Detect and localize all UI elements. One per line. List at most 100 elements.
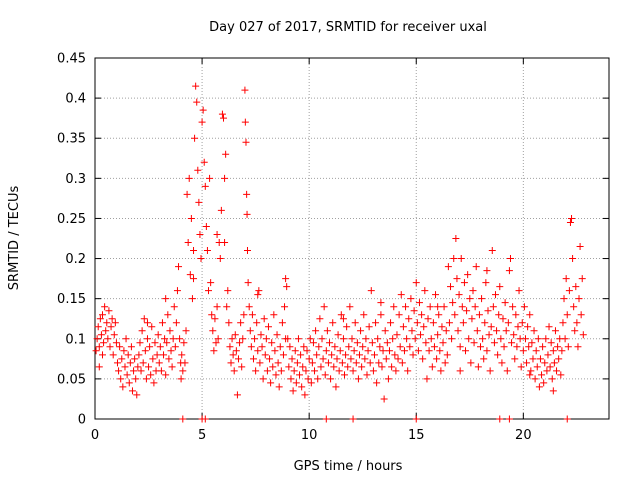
data-point bbox=[392, 367, 400, 375]
data-point bbox=[349, 367, 357, 375]
data-point bbox=[473, 327, 481, 335]
data-point bbox=[149, 355, 157, 363]
data-point bbox=[399, 323, 407, 331]
data-point bbox=[352, 359, 360, 367]
data-point bbox=[444, 263, 452, 271]
data-point bbox=[141, 347, 149, 355]
data-point bbox=[427, 335, 435, 343]
data-point bbox=[412, 279, 420, 287]
data-point bbox=[328, 351, 336, 359]
data-point bbox=[379, 347, 387, 355]
data-point bbox=[491, 291, 499, 299]
data-point bbox=[563, 311, 571, 319]
data-point bbox=[307, 379, 315, 387]
data-point bbox=[478, 295, 486, 303]
data-point bbox=[218, 110, 226, 118]
x-tick-label: 0 bbox=[91, 428, 99, 443]
data-point bbox=[232, 347, 240, 355]
data-point bbox=[190, 275, 198, 283]
data-point bbox=[564, 343, 572, 351]
data-point bbox=[192, 82, 200, 90]
data-point bbox=[398, 359, 406, 367]
data-point bbox=[408, 327, 416, 335]
data-point bbox=[404, 367, 412, 375]
data-point bbox=[124, 351, 132, 359]
data-point bbox=[364, 347, 372, 355]
data-point bbox=[123, 371, 131, 379]
data-point bbox=[95, 343, 103, 351]
data-point bbox=[211, 315, 219, 323]
data-point bbox=[206, 174, 214, 182]
data-point bbox=[286, 343, 294, 351]
data-point bbox=[375, 359, 383, 367]
data-point bbox=[167, 347, 175, 355]
data-point bbox=[380, 395, 388, 403]
data-point bbox=[154, 331, 162, 339]
data-point bbox=[216, 255, 224, 263]
data-point bbox=[488, 247, 496, 255]
data-point bbox=[138, 327, 146, 335]
data-point bbox=[397, 291, 405, 299]
data-point bbox=[503, 367, 511, 375]
data-point bbox=[243, 190, 251, 198]
data-point bbox=[102, 327, 110, 335]
data-point bbox=[509, 303, 517, 311]
data-point bbox=[521, 335, 529, 343]
data-point bbox=[422, 339, 430, 347]
data-point bbox=[524, 323, 532, 331]
data-point bbox=[361, 355, 369, 363]
data-point bbox=[156, 343, 164, 351]
data-point bbox=[190, 247, 198, 255]
data-point bbox=[254, 347, 262, 355]
data-point bbox=[496, 283, 504, 291]
data-point bbox=[302, 367, 310, 375]
data-point bbox=[182, 327, 190, 335]
data-point bbox=[213, 230, 221, 238]
data-point bbox=[449, 299, 457, 307]
data-point bbox=[103, 319, 111, 327]
data-point bbox=[493, 327, 501, 335]
data-point bbox=[459, 319, 467, 327]
data-point bbox=[462, 347, 470, 355]
data-point bbox=[573, 319, 581, 327]
data-point bbox=[161, 335, 169, 343]
axis-ticks: 0 0.05 0.1 0.15 0.2 0.25 0.3 0.35 0.4 0.45 0 5 10 15 2… bbox=[57, 52, 609, 443]
data-point bbox=[405, 315, 413, 323]
data-point bbox=[245, 303, 253, 311]
data-point bbox=[194, 166, 202, 174]
data-point bbox=[510, 331, 518, 339]
data-point bbox=[395, 311, 403, 319]
data-point bbox=[526, 311, 534, 319]
data-point bbox=[440, 303, 448, 311]
data-point bbox=[515, 287, 523, 295]
data-point bbox=[202, 222, 210, 230]
data-point bbox=[402, 303, 410, 311]
data-point bbox=[540, 379, 548, 387]
data-point bbox=[134, 363, 142, 371]
data-point bbox=[162, 371, 170, 379]
data-point bbox=[93, 335, 101, 343]
y-tick-label: 0.3 bbox=[65, 172, 86, 187]
data-point bbox=[155, 359, 163, 367]
data-point bbox=[548, 375, 556, 383]
data-point bbox=[298, 383, 306, 391]
data-point bbox=[368, 339, 376, 347]
data-point bbox=[470, 339, 478, 347]
data-point bbox=[415, 299, 423, 307]
data-point bbox=[181, 359, 189, 367]
data-point bbox=[330, 363, 338, 371]
y-tick-label: 0.2 bbox=[65, 252, 86, 267]
data-point bbox=[184, 239, 192, 247]
y-tick-label: 0 bbox=[78, 413, 86, 428]
data-point bbox=[324, 359, 332, 367]
data-point bbox=[570, 303, 578, 311]
data-point bbox=[566, 218, 574, 226]
data-point bbox=[413, 319, 421, 327]
data-point bbox=[438, 323, 446, 331]
data-point bbox=[558, 347, 566, 355]
data-point bbox=[163, 339, 171, 347]
y-axis-label: SRMTID / TECUs bbox=[7, 186, 22, 291]
data-point bbox=[247, 343, 255, 351]
data-point bbox=[300, 343, 308, 351]
data-point bbox=[452, 235, 460, 242]
